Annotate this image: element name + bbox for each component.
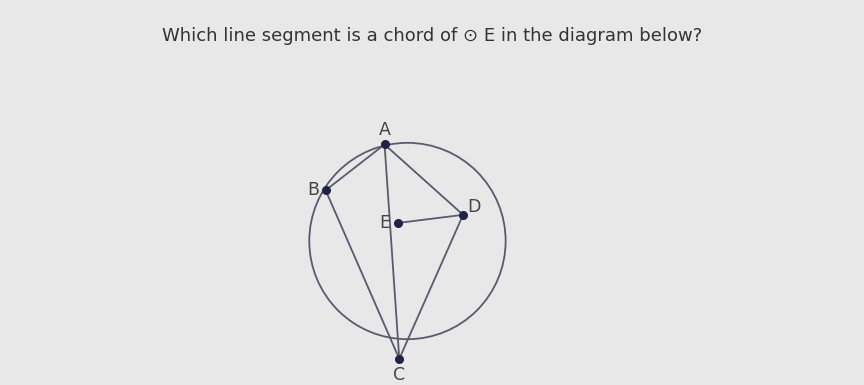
Text: C: C xyxy=(393,366,405,384)
Text: B: B xyxy=(308,181,319,199)
Text: Which line segment is a chord of ⊙ E in the diagram below?: Which line segment is a chord of ⊙ E in … xyxy=(162,27,702,45)
Text: D: D xyxy=(467,198,480,216)
Text: E: E xyxy=(379,214,391,232)
Text: A: A xyxy=(378,121,391,139)
